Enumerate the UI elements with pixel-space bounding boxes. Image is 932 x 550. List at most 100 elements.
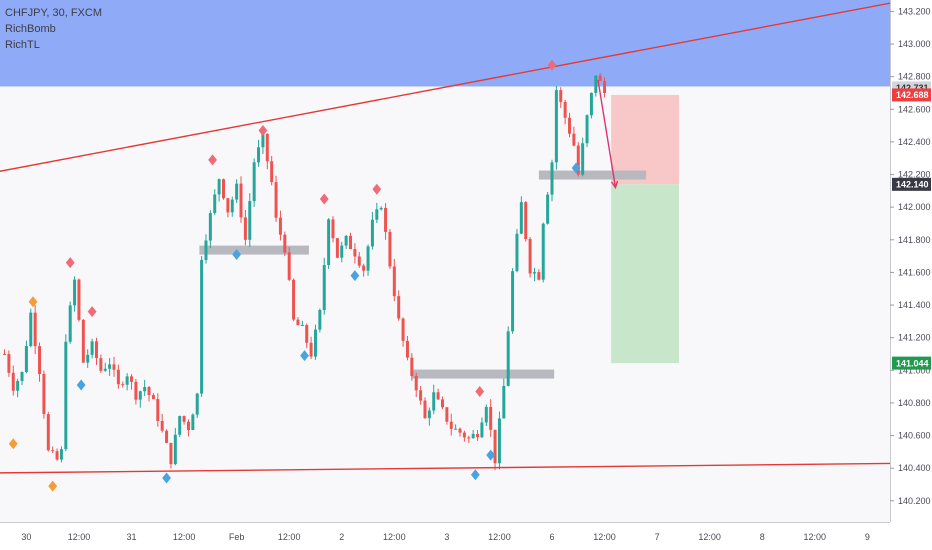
candle-body[interactable]: [178, 416, 182, 435]
candle-body[interactable]: [603, 80, 607, 94]
candle-body[interactable]: [16, 380, 20, 391]
lower-trendline[interactable]: [0, 462, 907, 474]
candle-body[interactable]: [300, 325, 304, 327]
candle-body[interactable]: [138, 391, 142, 400]
candle-body[interactable]: [318, 309, 322, 330]
candle-body[interactable]: [257, 147, 261, 163]
level-bar-2[interactable]: [411, 369, 555, 379]
candle-body[interactable]: [20, 372, 24, 381]
candle-body[interactable]: [589, 92, 593, 116]
signal-marker-red[interactable]: [258, 125, 268, 136]
resistance-zone[interactable]: [0, 0, 890, 87]
candle-body[interactable]: [331, 219, 335, 239]
indicator-richbomb-label[interactable]: RichBomb: [5, 23, 56, 35]
candle-body[interactable]: [134, 381, 138, 400]
candle-body[interactable]: [427, 410, 431, 419]
candle-body[interactable]: [379, 207, 383, 210]
upper-trendline[interactable]: [0, 0, 907, 175]
candle-body[interactable]: [388, 231, 392, 267]
signal-marker-blue[interactable]: [470, 469, 480, 481]
candle-body[interactable]: [568, 117, 572, 134]
candle-body[interactable]: [572, 133, 576, 146]
candle-body[interactable]: [208, 212, 212, 241]
candle-body[interactable]: [160, 420, 164, 431]
candle-body[interactable]: [559, 90, 563, 102]
candle-body[interactable]: [484, 406, 488, 423]
candle-body[interactable]: [471, 433, 475, 439]
candle-body[interactable]: [524, 202, 528, 240]
candle-body[interactable]: [77, 279, 81, 320]
candle-body[interactable]: [594, 75, 598, 93]
candle-body[interactable]: [64, 341, 68, 450]
candle-body[interactable]: [73, 279, 77, 306]
candle-body[interactable]: [585, 115, 589, 144]
signal-marker-orange[interactable]: [28, 296, 38, 308]
signal-marker-red[interactable]: [547, 59, 557, 71]
candle-body[interactable]: [515, 233, 519, 272]
candle-body[interactable]: [598, 75, 602, 81]
candle-body[interactable]: [384, 207, 388, 232]
candle-body[interactable]: [449, 421, 453, 429]
candle-body[interactable]: [143, 387, 147, 392]
candle-body[interactable]: [563, 101, 567, 118]
candle-body[interactable]: [103, 368, 107, 371]
candle-body[interactable]: [130, 376, 134, 382]
candle-body[interactable]: [511, 271, 515, 332]
candle-body[interactable]: [3, 353, 6, 355]
candle-body[interactable]: [274, 182, 278, 218]
candle-body[interactable]: [497, 418, 501, 464]
symbol-title[interactable]: CHFJPY, 30, FXCM: [5, 7, 102, 19]
candle-body[interactable]: [309, 342, 313, 357]
candle-body[interactable]: [502, 385, 506, 419]
candle-body[interactable]: [550, 162, 554, 195]
stop-loss-zone[interactable]: [611, 94, 680, 185]
candle-body[interactable]: [423, 400, 427, 419]
candle-body[interactable]: [344, 235, 348, 246]
candle-body[interactable]: [169, 442, 173, 465]
candle-body[interactable]: [322, 265, 326, 310]
candle-body[interactable]: [392, 266, 396, 297]
candle-body[interactable]: [38, 346, 42, 375]
candle-body[interactable]: [480, 422, 484, 438]
candle-body[interactable]: [7, 354, 11, 373]
candle-body[interactable]: [51, 450, 55, 452]
candle-body[interactable]: [42, 374, 46, 415]
candle-body[interactable]: [147, 387, 151, 396]
candle-body[interactable]: [576, 145, 580, 175]
candle-body[interactable]: [283, 234, 287, 253]
signal-marker-blue[interactable]: [162, 472, 171, 484]
candle-body[interactable]: [182, 416, 186, 422]
candle-body[interactable]: [248, 201, 252, 240]
signal-marker-red[interactable]: [208, 154, 217, 166]
candle-body[interactable]: [506, 331, 510, 386]
candle-body[interactable]: [270, 161, 274, 183]
candle-body[interactable]: [200, 259, 204, 394]
level-bar-1[interactable]: [199, 245, 309, 255]
candle-body[interactable]: [397, 296, 401, 319]
candle-body[interactable]: [239, 183, 243, 218]
signal-marker-orange[interactable]: [8, 438, 18, 450]
candle-body[interactable]: [581, 143, 585, 175]
signal-marker-blue[interactable]: [486, 449, 496, 461]
candle-body[interactable]: [55, 451, 59, 460]
candle-body[interactable]: [405, 340, 409, 358]
candle-body[interactable]: [222, 179, 225, 199]
candle-body[interactable]: [121, 384, 125, 386]
signal-marker-blue[interactable]: [571, 162, 581, 174]
candle-body[interactable]: [537, 272, 541, 280]
candle-body[interactable]: [29, 312, 33, 346]
signal-marker-blue[interactable]: [76, 379, 86, 391]
forecast-arrow[interactable]: [597, 79, 617, 188]
candle-body[interactable]: [217, 179, 221, 195]
candle-body[interactable]: [519, 202, 523, 234]
candle-body[interactable]: [204, 240, 208, 260]
candle-body[interactable]: [112, 364, 116, 370]
candle-body[interactable]: [191, 414, 195, 431]
signal-marker-blue[interactable]: [300, 350, 309, 362]
candle-body[interactable]: [99, 358, 103, 371]
candle-body[interactable]: [116, 369, 120, 385]
signal-marker-red[interactable]: [475, 386, 485, 397]
candle-body[interactable]: [287, 252, 291, 280]
candle-body[interactable]: [476, 433, 480, 438]
